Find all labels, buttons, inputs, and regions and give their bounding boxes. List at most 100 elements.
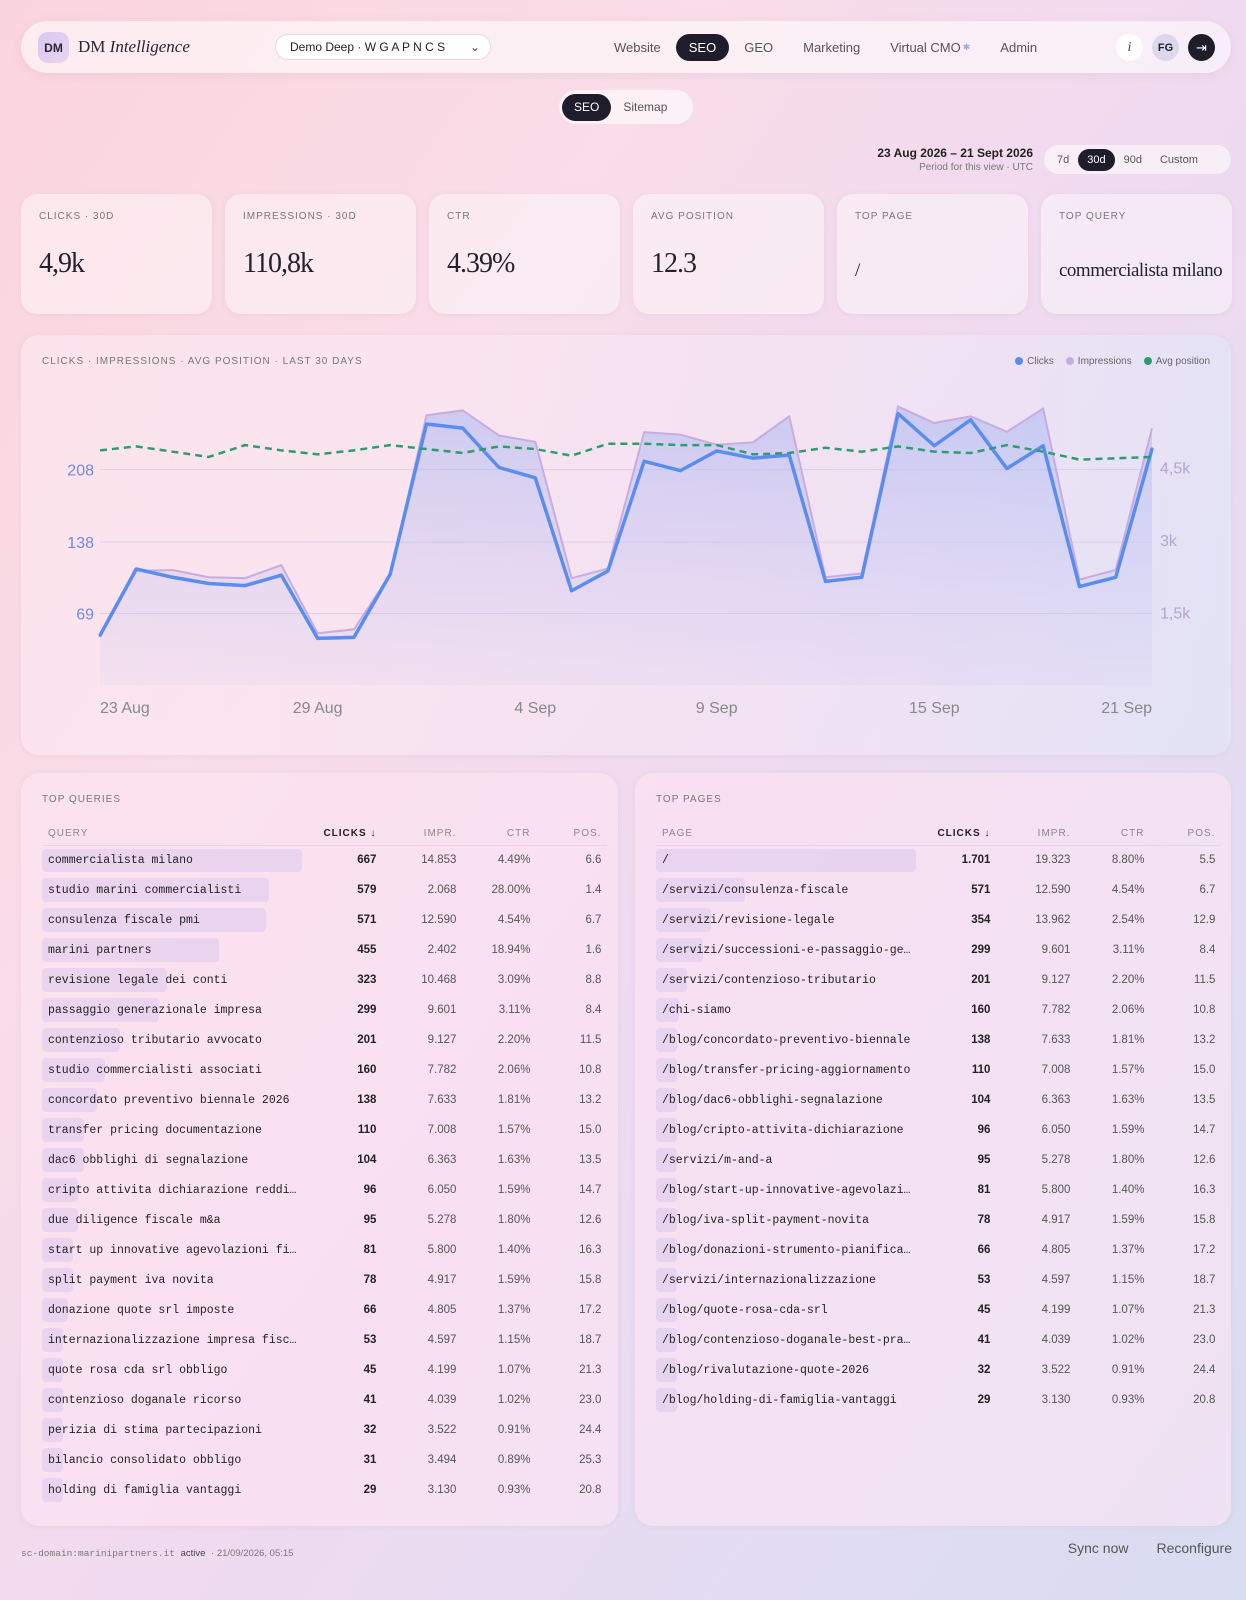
- table-row[interactable]: /blog/rivalutazione-quote-2026 32 3.522 0.9…: [656, 1355, 1221, 1385]
- legend-item[interactable]: Impressions: [1065, 356, 1132, 367]
- table-row[interactable]: /servizi/consulenza-fiscale 571 12.590 4.54…: [656, 875, 1221, 905]
- clicks-point[interactable]: [1150, 447, 1154, 451]
- table-row[interactable]: due diligence fiscale m&a 95 5.278 1.80% 12.…: [42, 1205, 607, 1235]
- query-cell[interactable]: studio marini commercialisti: [42, 875, 302, 905]
- nav-marketing[interactable]: Marketing: [788, 34, 875, 61]
- query-cell[interactable]: transfer pricing documentazione: [42, 1115, 302, 1145]
- table-row[interactable]: quote rosa cda srl obbligo 45 4.199 1.07% 21…: [42, 1355, 607, 1385]
- page-cell[interactable]: /blog/donazioni-strumento-pianifica…: [656, 1235, 916, 1265]
- sync-now-button[interactable]: Sync now: [1067, 1540, 1129, 1556]
- table-row[interactable]: /blog/contenzioso-doganale-best-pra… 41 4.…: [656, 1325, 1221, 1355]
- clicks-point[interactable]: [1041, 444, 1045, 448]
- clicks-point[interactable]: [207, 582, 211, 585]
- page-cell[interactable]: /blog/cripto-attivita-dichiarazione: [656, 1115, 916, 1145]
- page-cell[interactable]: /: [656, 845, 917, 875]
- logo-wordmark[interactable]: DM Intelligence: [78, 37, 190, 56]
- clicks-point[interactable]: [824, 579, 828, 583]
- query-cell[interactable]: marini partners: [42, 935, 302, 965]
- nav-virtual-cmo[interactable]: Virtual CMO ✱: [875, 34, 985, 61]
- page-cell[interactable]: /servizi/m-and-a: [656, 1145, 916, 1175]
- table-row[interactable]: perizia di stima partecipazioni 32 3.522 0.…: [42, 1415, 607, 1445]
- range-90d[interactable]: 90d: [1123, 153, 1142, 166]
- table-row[interactable]: /servizi/internazionalizzazione 53 4.597 1.…: [656, 1265, 1221, 1295]
- clicks-point[interactable]: [969, 418, 973, 422]
- page-cell[interactable]: /servizi/contenzioso-tributario: [656, 965, 916, 995]
- table-row[interactable]: internazionalizzazione impresa fisc… 53 4.…: [42, 1325, 607, 1355]
- clicks-point[interactable]: [316, 636, 320, 640]
- tab-sitemap[interactable]: Sitemap: [623, 99, 668, 114]
- clicks-point[interactable]: [1114, 575, 1118, 579]
- query-cell[interactable]: passaggio generazionale impresa: [42, 995, 302, 1025]
- page-cell[interactable]: /blog/iva-split-payment-novita: [656, 1205, 916, 1235]
- table-row[interactable]: studio marini commercialisti 579 2.068 28.0…: [42, 875, 607, 905]
- page-cell[interactable]: /blog/start-up-innovative-agevolazi…: [656, 1175, 916, 1205]
- clicks-point[interactable]: [388, 572, 392, 576]
- table-row[interactable]: / 1.701 19.323 8.80% 5.5: [656, 845, 1221, 875]
- table-row[interactable]: revisione legale dei conti 323 10.468 3.09%…: [42, 965, 607, 995]
- table-row[interactable]: /blog/dac6-obblighi-segnalazione 104 6.363…: [656, 1085, 1221, 1115]
- table-row[interactable]: /blog/quote-rosa-cda-srl 45 4.199 1.07% 21.3: [656, 1295, 1221, 1325]
- query-cell[interactable]: contenzioso doganale ricorso: [42, 1385, 302, 1415]
- range-30d[interactable]: 30d: [1078, 148, 1115, 171]
- table-row[interactable]: /blog/cripto-attivita-dichiarazione 96 6.0…: [656, 1115, 1221, 1145]
- query-cell[interactable]: internazionalizzazione impresa fisc…: [42, 1325, 302, 1355]
- project-select[interactable]: Demo Deep · W G A P N C S ⌄: [275, 34, 491, 60]
- legend-item[interactable]: Avg position: [1143, 356, 1210, 367]
- page-cell[interactable]: /servizi/successioni-e-passaggio-ge…: [656, 935, 916, 965]
- table-row[interactable]: marini partners 455 2.402 18.94% 1.6: [42, 935, 607, 965]
- page-cell[interactable]: /blog/quote-rosa-cda-srl: [656, 1295, 916, 1325]
- table-row[interactable]: /servizi/contenzioso-tributario 201 9.127 2…: [656, 965, 1221, 995]
- table-row[interactable]: /blog/start-up-innovative-agevolazi… 81 5.…: [656, 1175, 1221, 1205]
- clicks-point[interactable]: [678, 469, 682, 473]
- table-row[interactable]: bilancio consolidato obbligo 31 3.494 0.89%…: [42, 1445, 607, 1475]
- table-row[interactable]: passaggio generazionale impresa 299 9.601 3…: [42, 995, 607, 1025]
- table-row[interactable]: /chi-siamo 160 7.782 2.06% 10.8: [656, 995, 1221, 1025]
- table-row[interactable]: /servizi/revisione-legale 354 13.962 2.54% 1…: [656, 905, 1221, 935]
- range-7d[interactable]: 7d: [1057, 153, 1070, 166]
- table-row[interactable]: /blog/donazioni-strumento-pianifica… 66 4.…: [656, 1235, 1221, 1265]
- query-cell[interactable]: dac6 obblighi di segnalazione: [42, 1145, 302, 1175]
- clicks-point[interactable]: [751, 456, 755, 460]
- query-cell[interactable]: quote rosa cda srl obbligo: [42, 1355, 302, 1385]
- clicks-sort-header[interactable]: CLICKS ↓: [302, 823, 383, 846]
- page-cell[interactable]: /blog/holding-di-famiglia-vantaggi: [656, 1385, 916, 1415]
- table-row[interactable]: studio commercialisti associati 160 7.782 2…: [42, 1055, 607, 1085]
- page-cell[interactable]: /servizi/revisione-legale: [656, 905, 916, 935]
- table-row[interactable]: /blog/concordato-preventivo-biennale 138 7…: [656, 1025, 1221, 1055]
- page-cell[interactable]: /blog/transfer-pricing-aggiornamento: [656, 1055, 916, 1085]
- query-cell[interactable]: start up innovative agevolazioni fi…: [42, 1235, 302, 1265]
- clicks-point[interactable]: [932, 444, 936, 448]
- info-button[interactable]: i: [1116, 34, 1143, 61]
- table-row[interactable]: contenzioso tributario avvocato 201 9.127 2…: [42, 1025, 607, 1055]
- clicks-point[interactable]: [533, 476, 537, 480]
- query-cell[interactable]: due diligence fiscale m&a: [42, 1205, 302, 1235]
- page-cell[interactable]: /servizi/internazionalizzazione: [656, 1265, 916, 1295]
- nav-seo[interactable]: SEO: [675, 34, 730, 61]
- clicks-point[interactable]: [243, 584, 247, 588]
- table-row[interactable]: holding di famiglia vantaggi 29 3.130 0.93%…: [42, 1475, 607, 1505]
- clicks-point[interactable]: [787, 453, 791, 457]
- avatar[interactable]: FG: [1152, 34, 1179, 61]
- clicks-point[interactable]: [606, 569, 610, 573]
- clicks-point[interactable]: [279, 573, 283, 577]
- page-cell[interactable]: /blog/dac6-obblighi-segnalazione: [656, 1085, 916, 1115]
- page-cell[interactable]: /blog/contenzioso-doganale-best-pra…: [656, 1325, 916, 1355]
- nav-website[interactable]: Website: [599, 34, 676, 61]
- legend-item[interactable]: Clicks: [1015, 356, 1054, 367]
- table-row[interactable]: transfer pricing documentazione 110 7.008 1…: [42, 1115, 607, 1145]
- clicks-point[interactable]: [352, 635, 356, 639]
- page-cell[interactable]: /chi-siamo: [656, 995, 916, 1025]
- clicks-point[interactable]: [642, 459, 646, 463]
- table-row[interactable]: cripto attivita dichiarazione reddi… 96 6.…: [42, 1175, 607, 1205]
- clicks-point[interactable]: [171, 575, 175, 579]
- query-cell[interactable]: revisione legale dei conti: [42, 965, 302, 995]
- query-cell[interactable]: contenzioso tributario avvocato: [42, 1025, 302, 1055]
- clicks-point[interactable]: [860, 575, 864, 579]
- table-row[interactable]: donazione quote srl imposte 66 4.805 1.37% 1…: [42, 1295, 607, 1325]
- clicks-point[interactable]: [98, 633, 102, 637]
- query-cell[interactable]: donazione quote srl imposte: [42, 1295, 302, 1325]
- table-row[interactable]: /blog/transfer-pricing-aggiornamento 110 7…: [656, 1055, 1221, 1085]
- clicks-point[interactable]: [461, 426, 465, 430]
- query-cell[interactable]: consulenza fiscale pmi: [42, 905, 302, 935]
- clicks-point[interactable]: [896, 412, 900, 416]
